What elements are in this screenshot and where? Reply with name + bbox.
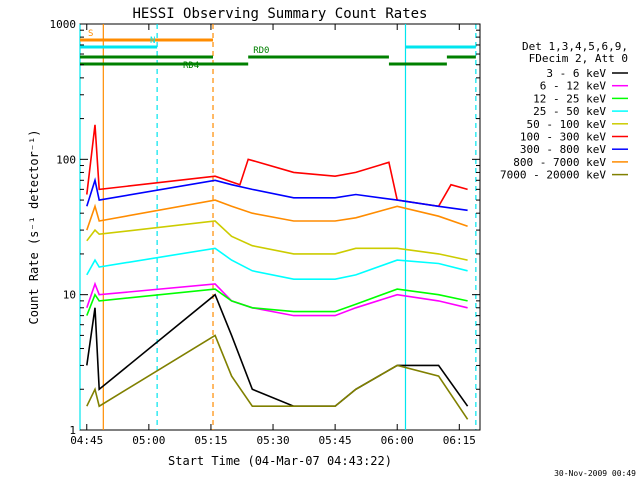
y-tick-label-3: 1000 xyxy=(50,18,77,31)
series-line-2 xyxy=(86,288,468,316)
series-line-4 xyxy=(86,220,468,261)
x-tick-label-6: 06:15 xyxy=(443,434,476,447)
legend-label-6: 300 - 800 keV xyxy=(520,143,606,156)
series-line-1 xyxy=(86,281,468,317)
legend-header-1: FDecim 2, Att 0 xyxy=(529,52,628,65)
legend-label-4: 50 - 100 keV xyxy=(527,118,607,131)
legend-label-8: 7000 - 20000 keV xyxy=(500,169,606,182)
legend-label-3: 25 - 50 keV xyxy=(533,105,606,118)
y-tick-label-2: 100 xyxy=(56,153,76,166)
footer-date: 30-Nov-2009 00:49 xyxy=(554,469,636,478)
legend-label-1: 6 - 12 keV xyxy=(540,80,607,93)
y-tick-label-1: 10 xyxy=(63,289,76,302)
series-line-0 xyxy=(86,293,469,408)
legend-label-5: 100 - 300 keV xyxy=(520,131,606,144)
y-axis-label: Count Rate (s⁻¹ detector⁻¹) xyxy=(27,129,41,324)
x-tick-label-3: 05:30 xyxy=(256,434,289,447)
flag-label-n: N xyxy=(150,36,155,46)
flag-label-rd0: RD0 xyxy=(253,46,269,56)
x-tick-label-4: 05:45 xyxy=(319,434,352,447)
flag-label-rd4: RD4 xyxy=(183,61,199,71)
x-tick-label-0: 04:45 xyxy=(70,434,103,447)
data-series xyxy=(86,124,469,420)
legend-label-2: 12 - 25 keV xyxy=(533,92,606,105)
plot-frame xyxy=(79,23,481,431)
flag-label-s: S xyxy=(88,29,93,39)
series-line-6 xyxy=(86,177,468,212)
chart-title: HESSI Observing Summary Count Rates xyxy=(132,6,427,22)
x-tick-label-5: 06:00 xyxy=(381,434,414,447)
y-tick-label-0: 1 xyxy=(69,424,76,437)
series-line-8 xyxy=(86,334,469,420)
legend-label-7: 800 - 7000 keV xyxy=(513,156,606,169)
series-line-7 xyxy=(86,199,468,231)
vertical-markers xyxy=(79,24,477,430)
axes: 04:45 05:00 05:15 05:30 05:45 06:00 06:15 1 10 10… xyxy=(50,18,480,447)
flag-bars: S N RD0 RD4 xyxy=(80,29,476,71)
series-line-3 xyxy=(86,247,468,281)
legend-header-0: Det 1,3,4,5,6,9, xyxy=(522,40,628,53)
legend: Det 1,3,4,5,6,9,FDecim 2, Att 0 3 - 6 keV… xyxy=(500,40,628,182)
legend-label-0: 3 - 6 keV xyxy=(546,67,606,80)
x-tick-label-1: 05:00 xyxy=(132,434,165,447)
x-tick-label-2: 05:15 xyxy=(194,434,227,447)
x-axis-label: Start Time (04-Mar-07 04:43:22) xyxy=(168,454,392,468)
